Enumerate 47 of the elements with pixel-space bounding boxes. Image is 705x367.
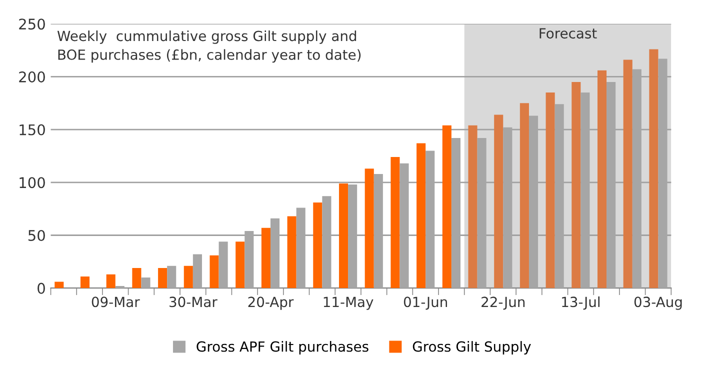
bar [287, 216, 296, 288]
bar [54, 282, 64, 288]
bar [132, 268, 142, 288]
bar [115, 286, 124, 288]
x-tick-label: 22-Jun [482, 296, 525, 310]
x-tick-label: 20-Apr [248, 296, 294, 310]
bar [141, 278, 150, 288]
bar [649, 49, 658, 288]
y-tick-label: 150 [20, 124, 45, 136]
bar [106, 274, 116, 288]
bar [520, 103, 529, 288]
bar [364, 168, 374, 288]
bar [390, 157, 400, 288]
bar [416, 143, 426, 288]
bar [218, 242, 228, 288]
legend-label: Gross Gilt Supply [412, 341, 531, 354]
x-tick-label: 11-May [324, 296, 374, 310]
bar [546, 92, 555, 288]
bar [623, 60, 632, 288]
x-tick-label: 30-Mar [170, 296, 218, 308]
bar [210, 255, 219, 288]
bar [184, 266, 193, 288]
bar [468, 125, 478, 288]
y-tick-label: 50 [28, 230, 45, 241]
bar [80, 276, 90, 288]
x-tick-label: 13-Jul [562, 296, 600, 310]
bar [313, 202, 322, 288]
text: Weekly cummulative gross Gilt supply and BOE purchases (£bn, calendar year to date) [57, 30, 361, 63]
bar [442, 125, 452, 288]
bar [494, 114, 504, 288]
bar [338, 183, 348, 288]
x-tick-label: 09-Mar [92, 296, 140, 308]
bar [158, 268, 168, 288]
legend-label: Gross APF Gilt purchases [196, 341, 368, 354]
bar [236, 242, 245, 288]
y-tick-label: 0 [38, 282, 45, 294]
bar [192, 254, 202, 288]
y-tick-label: 100 [20, 177, 45, 188]
y-tick-label: 200 [19, 71, 45, 82]
bar [597, 70, 607, 288]
x-tick-label: 01-Jun [404, 296, 447, 310]
bar [167, 266, 176, 288]
y-tick-label: 250 [19, 18, 45, 30]
x-tick-label: 03-Aug [634, 296, 682, 310]
bar [572, 82, 581, 288]
annotation: Forecast [540, 28, 597, 39]
bar [261, 228, 270, 288]
